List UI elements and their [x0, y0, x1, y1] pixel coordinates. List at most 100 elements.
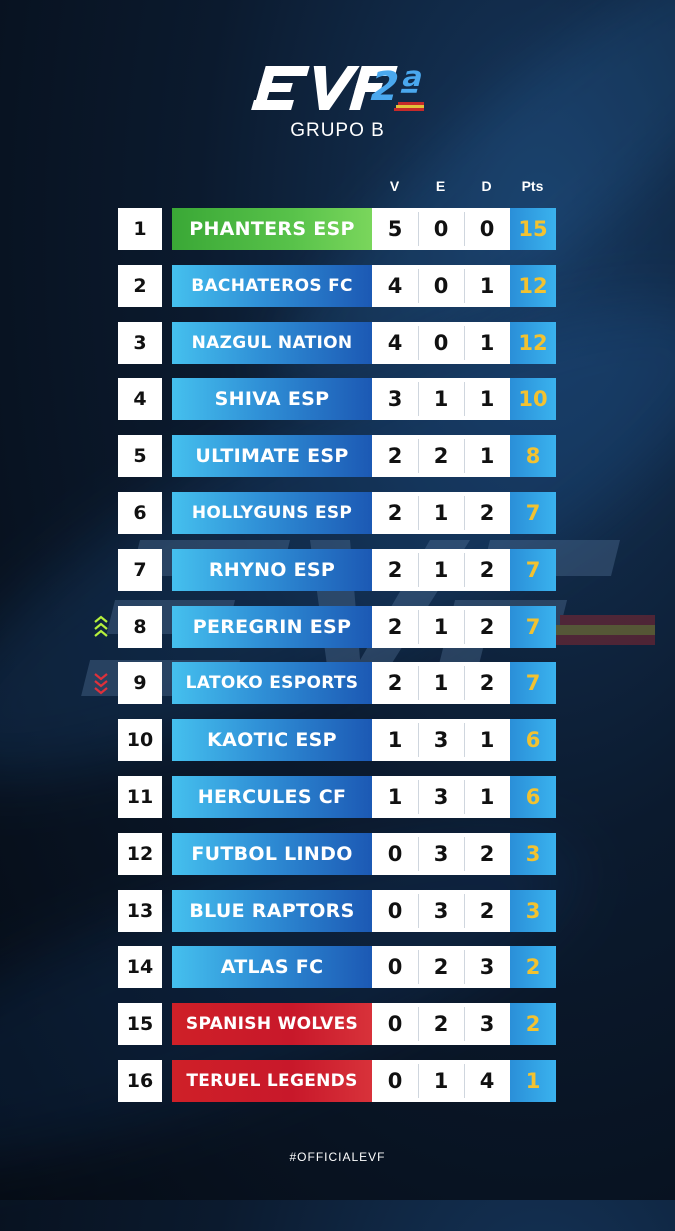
team-name-cell: NAZGUL NATION — [172, 322, 372, 364]
position-cell: 14 — [118, 946, 162, 988]
losses-cell: 3 — [464, 1003, 510, 1045]
position-cell: 4 — [118, 378, 162, 420]
position-cell: 3 — [118, 322, 162, 364]
losses-cell: 1 — [464, 776, 510, 818]
position-cell: 7 — [118, 549, 162, 591]
group-title: GRUPO B — [290, 120, 385, 141]
triple-chevron-down-icon — [94, 673, 108, 695]
cell-divider — [418, 723, 419, 757]
team-name-cell: ATLAS FC — [172, 946, 372, 988]
column-header-points: Pts — [521, 178, 544, 194]
draws-cell: 2 — [418, 1003, 464, 1045]
draws-cell: 3 — [418, 719, 464, 761]
table-row: 3 NAZGUL NATION 4 0 1 12 — [118, 322, 558, 364]
column-header-wins: V — [389, 178, 400, 194]
wins-cell: 2 — [372, 549, 418, 591]
draws-cell: 0 — [418, 322, 464, 364]
points-cell: 3 — [510, 833, 556, 875]
team-name-cell: FUTBOL LINDO — [172, 833, 372, 875]
team-name-cell: RHYNO ESP — [172, 549, 372, 591]
losses-cell: 2 — [464, 492, 510, 534]
cell-divider — [418, 1007, 419, 1041]
cell-divider — [464, 496, 465, 530]
team-name-cell: LATOKO ESPORTS — [172, 662, 372, 704]
losses-cell: 1 — [464, 719, 510, 761]
position-cell: 1 — [118, 208, 162, 250]
position-cell: 10 — [118, 719, 162, 761]
points-cell: 7 — [510, 549, 556, 591]
team-name-cell: SHIVA ESP — [172, 378, 372, 420]
cell-divider — [418, 950, 419, 984]
position-cell: 11 — [118, 776, 162, 818]
table-row: 13 BLUE RAPTORS 0 3 2 3 — [118, 890, 558, 932]
team-name-cell: HERCULES CF — [172, 776, 372, 818]
wins-cell: 1 — [372, 719, 418, 761]
team-name-cell: PEREGRIN ESP — [172, 606, 372, 648]
points-cell: 8 — [510, 435, 556, 477]
hashtag: #OFFICIALEVF — [289, 1150, 386, 1164]
points-cell: 2 — [510, 946, 556, 988]
cell-divider — [464, 439, 465, 473]
losses-cell: 1 — [464, 378, 510, 420]
cell-divider — [464, 837, 465, 871]
points-cell: 7 — [510, 662, 556, 704]
cell-divider — [464, 269, 465, 303]
position-cell: 2 — [118, 265, 162, 307]
cell-divider — [464, 723, 465, 757]
points-cell: 12 — [510, 265, 556, 307]
draws-cell: 3 — [418, 776, 464, 818]
cell-divider — [418, 326, 419, 360]
cell-divider — [464, 553, 465, 587]
wins-cell: 2 — [372, 606, 418, 648]
table-row: 6 HOLLYGUNS ESP 2 1 2 7 — [118, 492, 558, 534]
evf-logo: 2ª — [251, 63, 427, 111]
losses-cell: 2 — [464, 833, 510, 875]
position-cell: 12 — [118, 833, 162, 875]
points-cell: 1 — [510, 1060, 556, 1102]
losses-cell: 2 — [464, 606, 510, 648]
position-cell: 13 — [118, 890, 162, 932]
position-cell: 8 — [118, 606, 162, 648]
wins-cell: 3 — [372, 378, 418, 420]
cell-divider — [464, 1007, 465, 1041]
wins-cell: 0 — [372, 946, 418, 988]
losses-cell: 0 — [464, 208, 510, 250]
losses-cell: 3 — [464, 946, 510, 988]
wins-cell: 2 — [372, 662, 418, 704]
draws-cell: 2 — [418, 435, 464, 477]
team-name-cell: BACHATEROS FC — [172, 265, 372, 307]
cell-divider — [464, 894, 465, 928]
points-cell: 7 — [510, 492, 556, 534]
team-name-cell: SPANISH WOLVES — [172, 1003, 372, 1045]
points-cell: 12 — [510, 322, 556, 364]
cell-divider — [464, 780, 465, 814]
table-row: 11 HERCULES CF 1 3 1 6 — [118, 776, 558, 818]
table-row: 12 FUTBOL LINDO 0 3 2 3 — [118, 833, 558, 875]
draws-cell: 1 — [418, 378, 464, 420]
position-cell: 6 — [118, 492, 162, 534]
cell-divider — [418, 610, 419, 644]
cell-divider — [464, 610, 465, 644]
losses-cell: 2 — [464, 890, 510, 932]
wins-cell: 2 — [372, 492, 418, 534]
position-cell: 16 — [118, 1060, 162, 1102]
draws-cell: 1 — [418, 492, 464, 534]
wins-cell: 4 — [372, 322, 418, 364]
team-name-cell: TERUEL LEGENDS — [172, 1060, 372, 1102]
cell-divider — [464, 1064, 465, 1098]
draws-cell: 0 — [418, 265, 464, 307]
losses-cell: 1 — [464, 322, 510, 364]
draws-cell: 1 — [418, 549, 464, 591]
points-cell: 6 — [510, 776, 556, 818]
cell-divider — [418, 780, 419, 814]
cell-divider — [464, 950, 465, 984]
logo-suffix: 2ª — [365, 63, 427, 110]
position-cell: 15 — [118, 1003, 162, 1045]
points-cell: 10 — [510, 378, 556, 420]
team-name-cell: HOLLYGUNS ESP — [172, 492, 372, 534]
table-row: 5 ULTIMATE ESP 2 2 1 8 — [118, 435, 558, 477]
losses-cell: 4 — [464, 1060, 510, 1102]
wins-cell: 0 — [372, 1003, 418, 1045]
draws-cell: 3 — [418, 890, 464, 932]
team-name-cell: PHANTERS ESP — [172, 208, 372, 250]
